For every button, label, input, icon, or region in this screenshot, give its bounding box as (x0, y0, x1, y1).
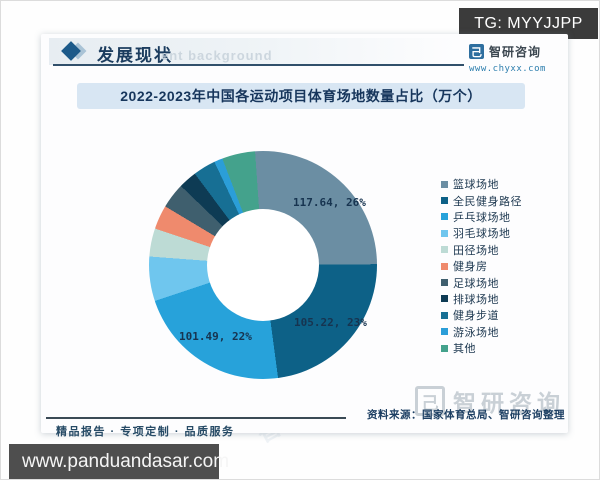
slice-label-basketball: 117.64, 26% (293, 196, 366, 209)
footer-tagline: 精品报告 · 专项定制 · 品质服务 (56, 426, 235, 438)
legend-marker (441, 295, 448, 303)
legend-marker (441, 180, 448, 188)
legend-label: 田径场地 (453, 244, 499, 257)
legend-marker (441, 328, 448, 336)
legend-item: 健身房 (441, 258, 522, 274)
legend-item: 全民健身路径 (441, 192, 522, 208)
legend-marker (441, 213, 448, 221)
legend-label: 排球场地 (453, 293, 499, 306)
legend-label: 羽毛球场地 (453, 228, 511, 241)
footer-divider (46, 417, 346, 419)
tg-badge: TG: MYYJJPP (459, 8, 598, 39)
legend-label: 其他 (453, 343, 476, 356)
legend-item: 排球场地 (441, 291, 522, 307)
legend-label: 篮球场地 (453, 179, 499, 192)
legend-label: 乒乓球场地 (453, 211, 511, 224)
legend-item: 羽毛球场地 (441, 225, 522, 241)
legend-marker (441, 197, 448, 205)
legend-item: 足球场地 (441, 274, 522, 290)
brand-logo-icon: 己 (469, 44, 484, 59)
donut-hole (207, 209, 319, 321)
legend-label: 全民健身路径 (453, 195, 522, 208)
slice-label-fitness-path: 105.22, 23% (294, 316, 367, 329)
chart-title: 2022-2023年中国各运动项目体育场地数量占比（万个） (120, 88, 482, 104)
header-watermark-text: ent background (161, 48, 273, 63)
legend-item: 其他 (441, 340, 522, 356)
legend-marker (441, 279, 448, 287)
legend-item: 游泳场地 (441, 324, 522, 340)
header-divider (53, 64, 464, 66)
legend-item: 田径场地 (441, 242, 522, 258)
brand-name: 智研咨询 (489, 45, 542, 59)
legend-item: 乒乓球场地 (441, 209, 522, 225)
footer-brand-name: 智研咨询 (453, 390, 565, 416)
footer-brand-logo: 己 智研咨询 (415, 384, 565, 418)
legend-marker (441, 344, 448, 352)
header-band (49, 38, 529, 65)
watermark-url-bar: www.panduandasar.com (9, 444, 229, 479)
section-title: 发展现状 (97, 46, 173, 65)
legend-marker (441, 311, 448, 319)
brand-url: www.chyxx.com (469, 64, 546, 74)
footer-brand-logo-icon: 己 (415, 386, 445, 416)
diamond-icon (61, 41, 89, 61)
legend-marker (441, 229, 448, 237)
chart-title-banner: 2022-2023年中国各运动项目体育场地数量占比（万个） (77, 83, 525, 109)
source-note: 资料来源：国家体育总局、智研咨询整理 (367, 409, 565, 421)
brand-logo: 己 智研咨询 www.chyxx.com (469, 43, 561, 74)
legend-marker (441, 262, 448, 270)
chart-legend: 篮球场地全民健身路径 乒乓球场地羽毛球场地田径场地健身房足球场地排球场地健身步道游… (441, 176, 522, 356)
legend-label: 健身房 (453, 261, 488, 274)
slice-label-table-tennis: 101.49, 22% (179, 330, 252, 343)
legend-label: 游泳场地 (453, 326, 499, 339)
legend-label: 足球场地 (453, 277, 499, 290)
legend-marker (441, 246, 448, 254)
legend-item: 篮球场地 (441, 176, 522, 192)
legend-item: 健身步道 (441, 307, 522, 323)
legend-label: 健身步道 (453, 310, 499, 323)
